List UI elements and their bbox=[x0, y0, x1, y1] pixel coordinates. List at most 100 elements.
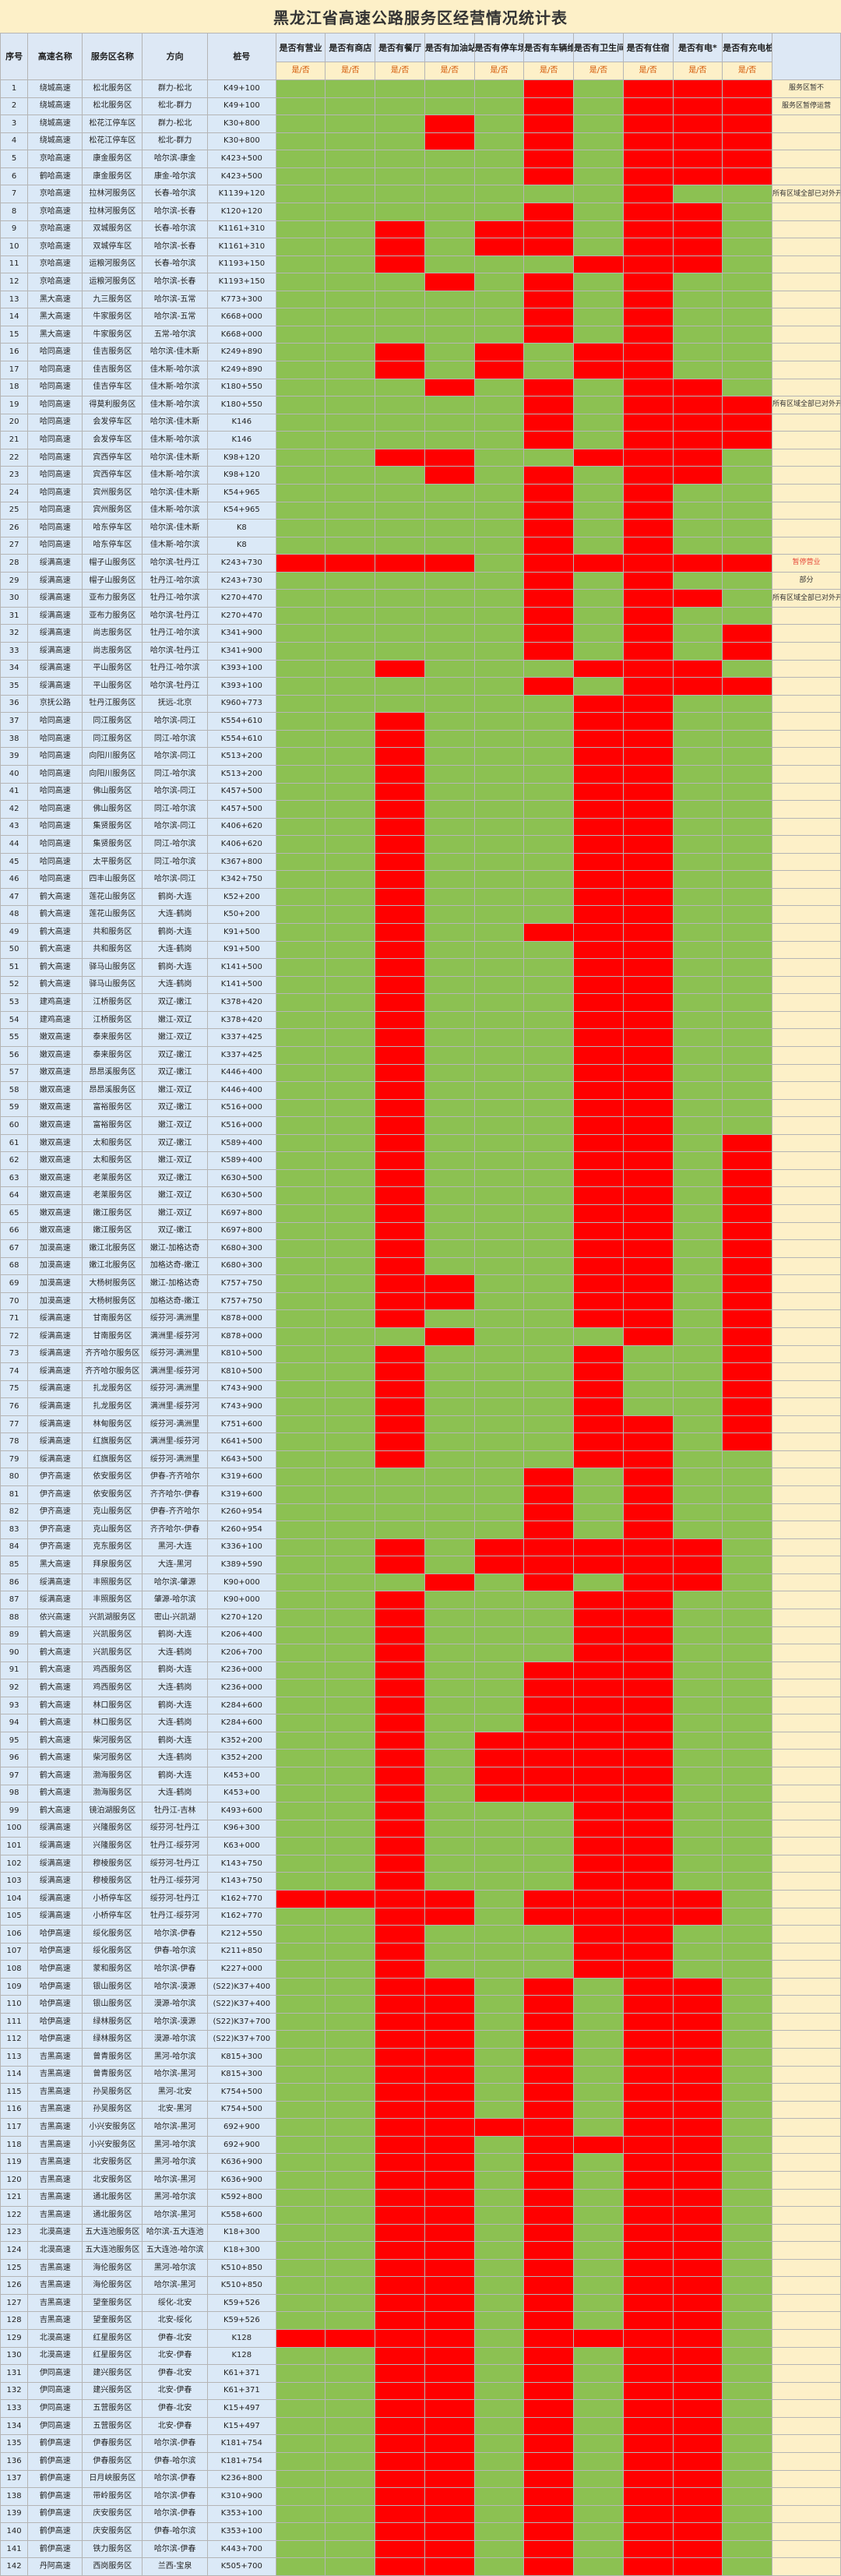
cell-stake: K443+700 bbox=[206, 2539, 276, 2559]
table-row: 49 鹤大高速 共和服务区 鹤岗-大连 K91+500 bbox=[0, 923, 841, 942]
cell-highway: 鹤大高速 bbox=[27, 1714, 83, 1732]
status-yes-cell bbox=[375, 519, 425, 537]
status-yes-cell bbox=[672, 747, 723, 766]
status-yes-cell bbox=[275, 2522, 326, 2541]
status-no-cell bbox=[622, 308, 674, 326]
status-no-cell bbox=[622, 396, 674, 414]
status-yes-cell bbox=[573, 2539, 624, 2559]
status-yes-cell bbox=[325, 378, 376, 397]
cell-name: 红星服务区 bbox=[82, 2329, 143, 2348]
status-no-cell bbox=[375, 1538, 425, 1557]
cell-direction: 松北-群力 bbox=[142, 132, 208, 151]
status-no-cell bbox=[722, 79, 772, 98]
status-no-cell bbox=[622, 1784, 674, 1803]
status-no-cell bbox=[622, 1239, 674, 1258]
status-no-cell bbox=[672, 2293, 723, 2313]
status-no-cell bbox=[622, 2048, 674, 2067]
cell-highway: 鹤伊高速 bbox=[27, 2539, 83, 2559]
status-yes-cell bbox=[473, 835, 525, 854]
status-no-cell bbox=[622, 642, 674, 661]
yes-no-label: 是/否 bbox=[672, 62, 723, 80]
status-yes-cell bbox=[424, 729, 475, 749]
cell-note bbox=[771, 2065, 841, 2084]
status-no-cell bbox=[672, 1907, 723, 1926]
status-yes-cell bbox=[573, 2469, 624, 2489]
cell-highway: 鹤大高速 bbox=[27, 887, 83, 907]
status-no-cell bbox=[375, 2311, 425, 2330]
cell-name: 兴隆服务区 bbox=[82, 1837, 143, 1855]
status-no-cell bbox=[722, 1274, 772, 1293]
cell-stake: K52+200 bbox=[206, 887, 276, 907]
status-yes-cell bbox=[722, 2311, 772, 2330]
status-yes-cell bbox=[573, 2364, 624, 2383]
status-yes-cell bbox=[375, 1573, 425, 1592]
cell-stake: K284+600 bbox=[206, 1696, 276, 1715]
status-yes-cell bbox=[722, 940, 772, 960]
status-yes-cell bbox=[523, 1133, 575, 1153]
status-no-cell bbox=[573, 1204, 624, 1223]
cell-highway: 哈伊高速 bbox=[27, 1977, 83, 1996]
status-no-cell bbox=[375, 1344, 425, 1364]
status-no-cell bbox=[672, 2487, 723, 2506]
status-no-cell bbox=[573, 817, 624, 837]
cell-stake: K336+100 bbox=[206, 1538, 276, 1557]
status-yes-cell bbox=[325, 2504, 376, 2524]
status-yes-cell bbox=[275, 2399, 326, 2418]
col-dining: 是否有餐厅 bbox=[375, 33, 425, 62]
status-yes-cell bbox=[573, 2206, 624, 2225]
status-no-cell bbox=[672, 202, 723, 221]
status-yes-cell bbox=[573, 325, 624, 344]
cell-stake: K878+000 bbox=[206, 1327, 276, 1346]
status-yes-cell bbox=[473, 2434, 525, 2453]
status-no-cell bbox=[722, 396, 772, 414]
status-no-cell bbox=[523, 1661, 575, 1680]
status-no-cell bbox=[523, 1556, 575, 1574]
cell-highway: 绥满高速 bbox=[27, 1573, 83, 1592]
table-row: 44 哈同高速 集贤服务区 同江-哈尔滨 K406+620 bbox=[0, 835, 841, 854]
status-no-cell bbox=[672, 413, 723, 432]
cell-name: 老莱服务区 bbox=[82, 1168, 143, 1188]
status-yes-cell bbox=[473, 1679, 525, 1697]
status-no-cell bbox=[424, 1573, 475, 1592]
status-no-cell bbox=[672, 2469, 723, 2489]
cell-note bbox=[771, 1362, 841, 1381]
cell-note bbox=[771, 782, 841, 802]
status-yes-cell bbox=[325, 431, 376, 449]
cell-seq: 81 bbox=[0, 1485, 29, 1504]
table-row: 132 伊同高速 建兴服务区 北安-伊春 K61+371 bbox=[0, 2381, 841, 2401]
status-no-cell bbox=[523, 220, 575, 239]
cell-direction: 群力-松北 bbox=[142, 79, 208, 98]
status-no-cell bbox=[622, 923, 674, 942]
status-yes-cell bbox=[473, 1889, 525, 1908]
status-yes-cell bbox=[424, 1010, 475, 1030]
status-yes-cell bbox=[325, 1256, 376, 1276]
status-yes-cell bbox=[424, 483, 475, 502]
cell-highway: 哈同高速 bbox=[27, 870, 83, 889]
cell-direction: 牡丹江-吉林 bbox=[142, 1802, 208, 1820]
cell-name: 莲花山服务区 bbox=[82, 905, 143, 924]
cell-highway: 绥满高速 bbox=[27, 606, 83, 625]
status-yes-cell bbox=[473, 1819, 525, 1838]
cell-seq: 90 bbox=[0, 1644, 29, 1662]
status-yes-cell bbox=[473, 2048, 525, 2067]
status-no-cell bbox=[523, 2012, 575, 2032]
cell-stake: K406+620 bbox=[206, 817, 276, 837]
status-yes-cell bbox=[523, 747, 575, 766]
status-yes-cell bbox=[573, 2557, 624, 2576]
cell-highway: 哈同高速 bbox=[27, 519, 83, 537]
cell-note bbox=[771, 519, 841, 537]
status-yes-cell bbox=[275, 501, 326, 520]
cell-direction: 黑河-哈尔滨 bbox=[142, 2258, 208, 2278]
status-no-cell bbox=[573, 1309, 624, 1328]
cell-name: 宾州服务区 bbox=[82, 483, 143, 502]
status-yes-cell bbox=[275, 79, 326, 98]
status-no-cell bbox=[672, 2135, 723, 2155]
status-yes-cell bbox=[275, 115, 326, 133]
cell-note: 服务区暂不 bbox=[771, 79, 841, 98]
status-yes-cell bbox=[672, 923, 723, 942]
status-yes-cell bbox=[424, 1925, 475, 1943]
yes-no-label: 是/否 bbox=[523, 62, 575, 80]
status-yes-cell bbox=[672, 1204, 723, 1223]
cell-name: 五大连池服务区 bbox=[82, 2223, 143, 2243]
status-yes-cell bbox=[473, 2381, 525, 2401]
